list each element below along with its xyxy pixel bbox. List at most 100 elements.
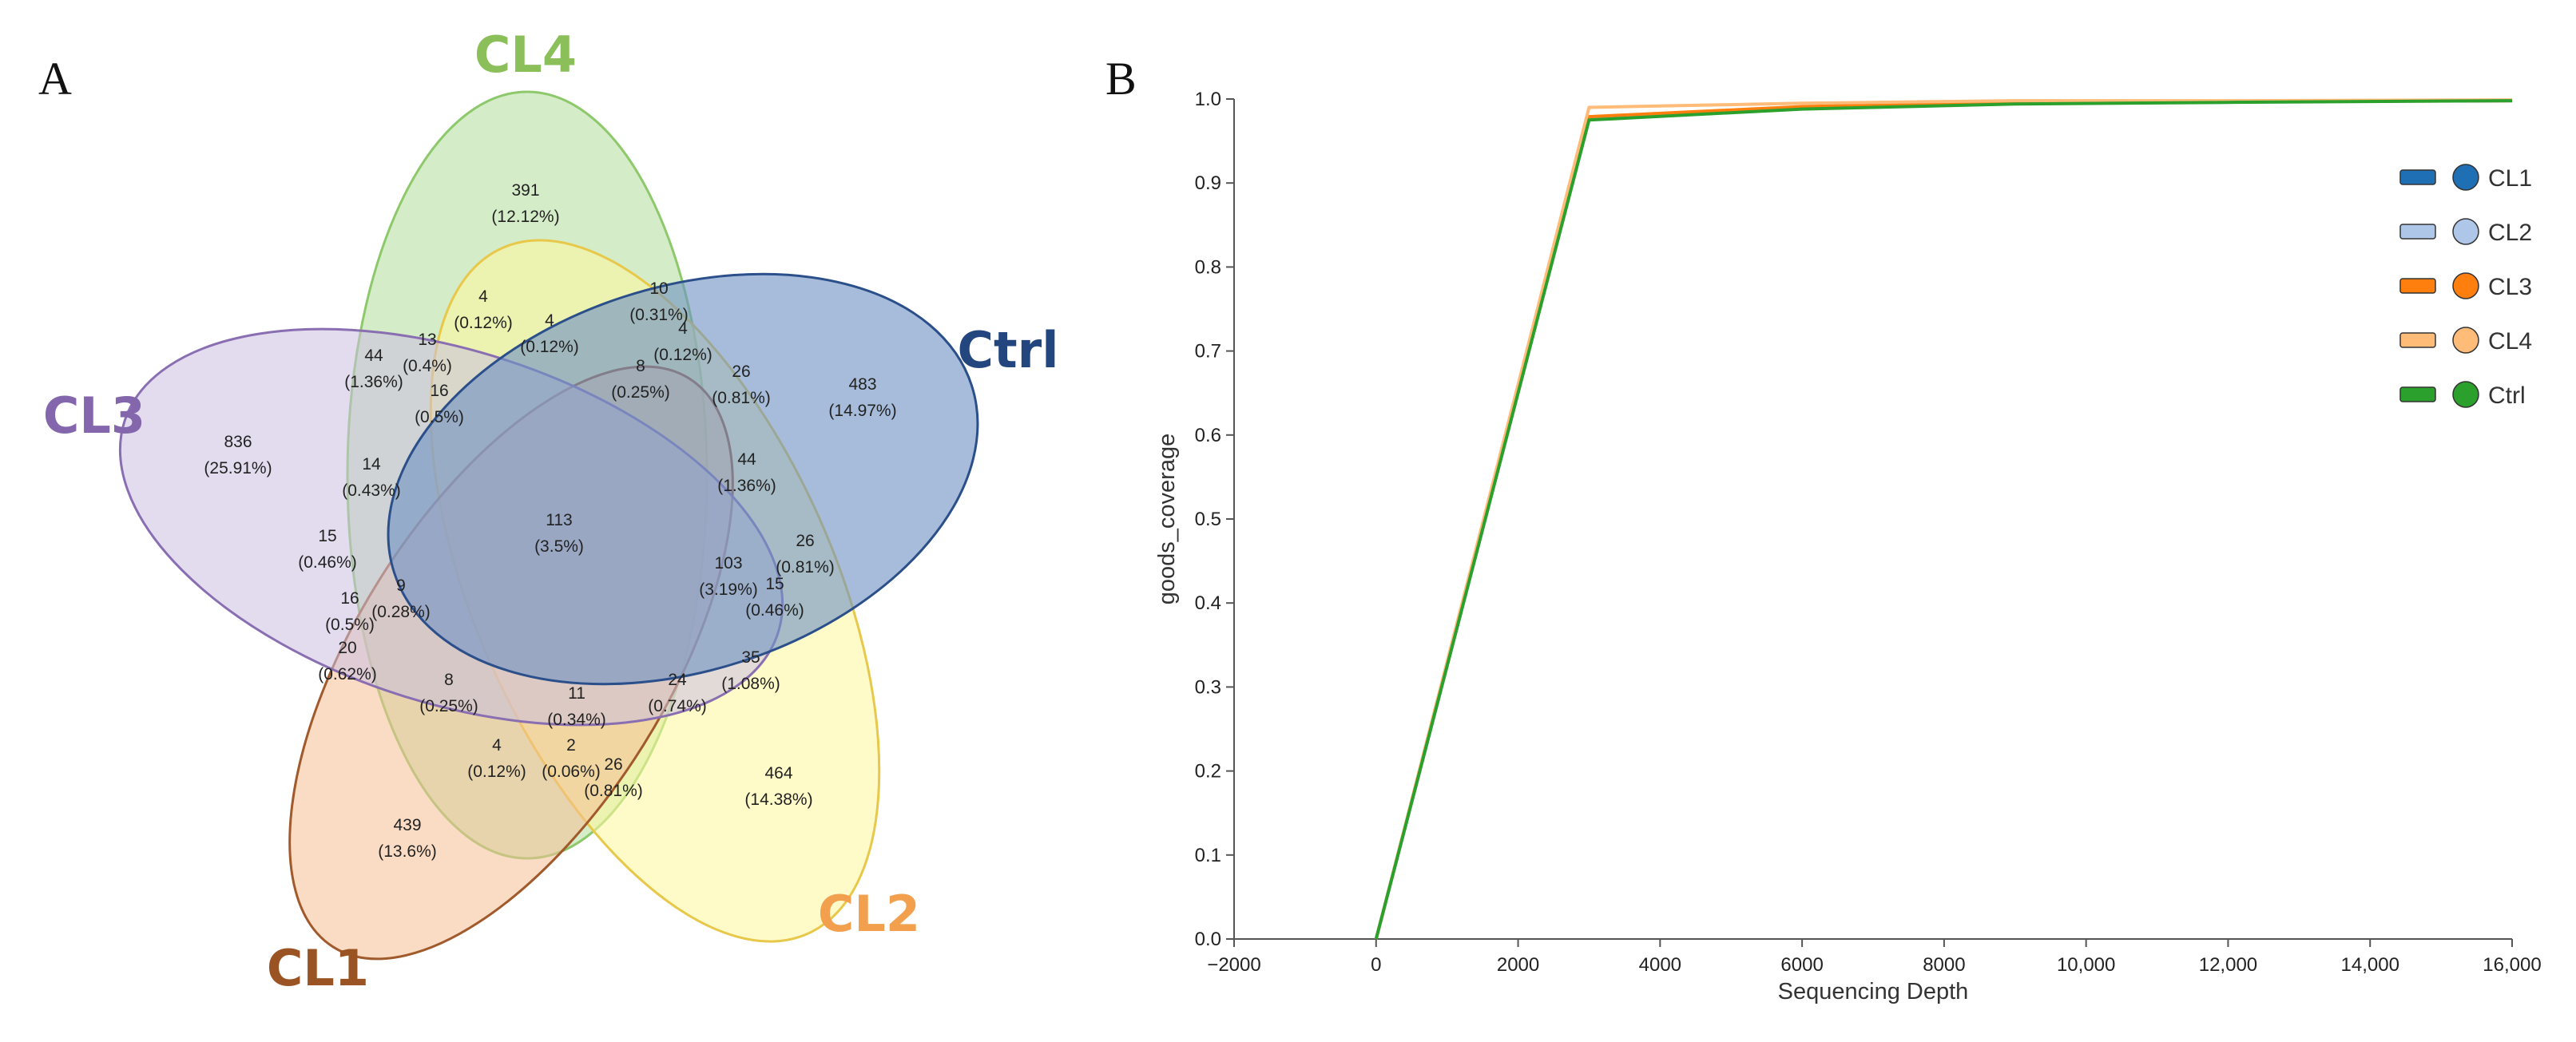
venn-region-percent: (0.31%) [629, 306, 689, 324]
x-tick-label: 0 [1371, 954, 1381, 976]
venn-region-percent: (0.5%) [415, 408, 464, 426]
y-tick-label: 0.9 [1195, 172, 1221, 194]
venn-region-percent: (3.5%) [534, 537, 584, 556]
x-tick-label: 4000 [1639, 954, 1681, 976]
legend-marker-cl3 [2452, 272, 2479, 299]
venn-region-count: 26 [604, 755, 622, 774]
venn-region-percent: (0.25%) [419, 697, 478, 715]
legend-swatch-cl1 [2399, 169, 2436, 185]
venn-region-count: 391 [511, 181, 539, 200]
y-tick-label: 0.7 [1195, 341, 1221, 363]
venn-region-count: 24 [668, 671, 687, 689]
venn-region-count: 464 [764, 764, 792, 782]
venn-set-label-cl2: CL2 [818, 885, 920, 943]
venn-region-count: 15 [318, 527, 336, 545]
venn-region-labels: 391 (12.12%) 483 (14.97%) 836 (25.91%) 439 (13.… [204, 181, 896, 861]
venn-region-percent: (14.97%) [828, 402, 896, 420]
venn-region-percent: (1.08%) [721, 675, 780, 693]
venn-region-count: 44 [364, 347, 383, 365]
venn-region-count: 8 [444, 671, 454, 689]
legend-label-cl4: CL4 [2488, 328, 2532, 355]
venn-set-label-cl1: CL1 [267, 939, 369, 997]
series-line-ctrl [1374, 99, 2513, 940]
legend-label-cl3: CL3 [2488, 274, 2532, 300]
legend-label-cl2: CL2 [2488, 220, 2532, 246]
x-tick-label: 16,000 [2483, 954, 2541, 976]
venn-region-count: 10 [649, 279, 668, 298]
y-tick-label: 1.0 [1195, 89, 1221, 110]
venn-region-percent: (14.38%) [744, 790, 812, 809]
legend-marker-ctrl [2452, 381, 2479, 408]
panel-label-b: B [1105, 53, 1137, 105]
venn-region-percent: (0.28%) [371, 603, 431, 621]
coverage-line-chart: B 0.0 0.1 0.2 0.3 0.4 0.5 0.6 0.7 0.8 0.9 1.0 −2000… [1105, 53, 2542, 1004]
venn-region-percent: (0.74%) [648, 697, 707, 715]
y-axis-title: goods_coverage [1154, 434, 1180, 604]
venn-region-count: 26 [732, 363, 750, 381]
x-tick-label: 12,000 [2199, 954, 2257, 976]
y-tick-label: 0.2 [1195, 761, 1221, 782]
legend-marker-cl2 [2452, 218, 2479, 245]
y-tick-label: 0.6 [1195, 425, 1221, 446]
venn-set-label-ctrl: Ctrl [958, 321, 1059, 379]
venn-region-percent: (0.12%) [520, 338, 579, 356]
venn-region-percent: (13.6%) [378, 842, 437, 861]
venn-region-percent: (0.25%) [611, 383, 670, 402]
legend-marker-cl4 [2452, 327, 2479, 354]
venn-region-count: 836 [224, 433, 252, 451]
venn-region-percent: (0.62%) [318, 665, 377, 683]
x-tick-label: 6000 [1780, 954, 1823, 976]
venn-set-ctrl-ellipse [387, 272, 979, 686]
x-tick-label: 2000 [1497, 954, 1539, 976]
venn-set-label-cl3: CL3 [43, 386, 145, 445]
chart-series-lines [1374, 98, 2513, 940]
venn-region-count: 9 [396, 576, 406, 595]
venn-region-count: 35 [741, 648, 760, 667]
venn-region-count: 13 [418, 331, 436, 349]
venn-region-count: 11 [568, 684, 585, 703]
venn-region-percent: (0.46%) [745, 601, 804, 620]
venn-region-count: 20 [338, 639, 356, 657]
venn-region-percent: (3.19%) [699, 580, 758, 599]
venn-region-percent: (1.36%) [717, 477, 776, 495]
x-tick-label: 14,000 [2341, 954, 2399, 976]
venn-region-percent: (0.43%) [342, 481, 401, 500]
venn-region-count: 483 [848, 375, 876, 394]
venn-region-percent: (0.81%) [712, 389, 771, 407]
venn-region-count: 14 [362, 455, 381, 473]
venn-region-percent: (12.12%) [491, 208, 559, 226]
venn-region-count: 8 [636, 357, 645, 375]
venn-region-percent: (1.36%) [344, 373, 403, 391]
venn-region-count: 4 [478, 287, 488, 306]
venn-region-percent: (0.34%) [547, 711, 606, 729]
venn-region-count: 103 [714, 554, 742, 573]
x-tick-label: 10,000 [2057, 954, 2115, 976]
venn-region-count: 26 [796, 532, 814, 550]
venn-region-percent: (0.5%) [325, 616, 375, 634]
venn-region-count: 16 [340, 589, 359, 608]
venn-region-count: 15 [765, 575, 784, 593]
venn-region-percent: (0.81%) [776, 558, 835, 576]
series-line-cl3 [1374, 99, 2513, 940]
y-tick-label: 0.3 [1195, 676, 1221, 698]
legend-swatch-cl3 [2399, 278, 2436, 294]
venn-region-percent: (0.12%) [467, 763, 526, 781]
legend-label-cl1: CL1 [2488, 165, 2532, 192]
venn-region-count: 44 [737, 450, 756, 469]
venn-diagram: A CL4 Ctrl CL3 CL1 CL2 391 (12.12%) 483 (14… [38, 26, 1059, 997]
venn-region-count: 4 [492, 736, 502, 755]
legend-swatch-ctrl [2399, 386, 2436, 402]
venn-region-percent: (0.4%) [403, 357, 452, 375]
y-tick-label: 0.5 [1195, 509, 1221, 530]
panel-label-a: A [38, 53, 72, 105]
venn-region-count: 113 [546, 511, 572, 529]
venn-region-count: 4 [545, 311, 554, 330]
venn-region-percent: (0.81%) [584, 782, 643, 800]
venn-region-percent: (0.12%) [653, 346, 712, 364]
y-tick-label: 0.1 [1195, 845, 1221, 866]
legend-marker-cl1 [2452, 164, 2479, 191]
y-tick-label: 0.8 [1195, 256, 1221, 278]
legend-swatch-cl4 [2399, 332, 2436, 348]
x-tick-label: −2000 [1207, 954, 1260, 976]
